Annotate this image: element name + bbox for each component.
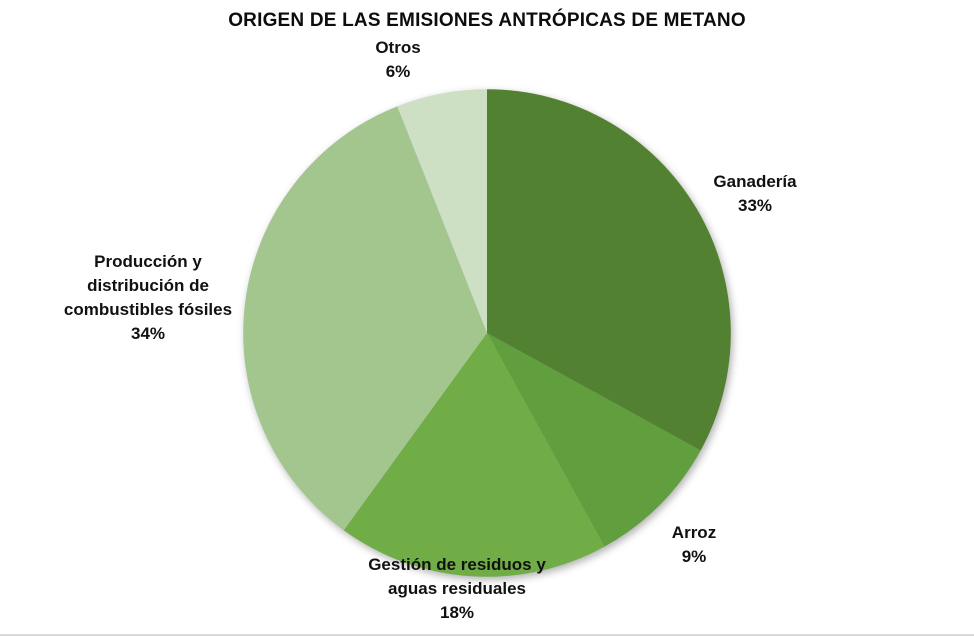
slice-label-line: aguas residuales bbox=[388, 579, 526, 598]
slice-label-ganaderia: Ganadería 33% bbox=[675, 170, 835, 218]
chart-title: ORIGEN DE LAS EMISIONES ANTRÓPICAS DE ME… bbox=[228, 10, 746, 31]
slice-pct: 6% bbox=[385, 62, 411, 81]
slice-label-line: Producción y bbox=[94, 252, 202, 271]
slice-pct: 33% bbox=[737, 196, 773, 215]
pie-slice-3 bbox=[243, 106, 487, 531]
pie-slice-1 bbox=[487, 333, 701, 547]
pie-slice-2 bbox=[343, 333, 605, 577]
pie-slice-0 bbox=[487, 89, 731, 451]
slice-label-gestion-residuos: Gestión de residuos y aguas residuales 1… bbox=[327, 553, 587, 625]
slice-label-produccion-combustibles: Producción y distribución de combustible… bbox=[33, 250, 263, 346]
slice-label-line: distribución de bbox=[87, 276, 209, 295]
slice-label-line: Arroz bbox=[671, 523, 717, 542]
slice-label-line: Gestión de residuos y bbox=[368, 555, 546, 574]
slice-label-line: Ganadería bbox=[713, 172, 797, 191]
slice-pct: 34% bbox=[130, 324, 166, 343]
slice-label-line: combustibles fósiles bbox=[63, 300, 233, 319]
pie-plot-area bbox=[243, 89, 731, 577]
slice-label-otros: Otros 6% bbox=[328, 36, 468, 84]
slice-pct: 9% bbox=[681, 547, 707, 566]
pie-slice-4 bbox=[397, 89, 487, 333]
slice-label-line: Otros bbox=[375, 38, 421, 57]
slice-label-arroz: Arroz 9% bbox=[619, 521, 769, 569]
slice-pct: 18% bbox=[439, 603, 475, 622]
